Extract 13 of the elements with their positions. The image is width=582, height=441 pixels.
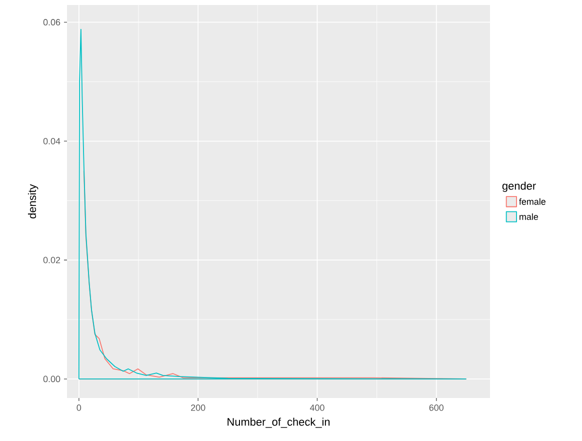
legend-title: gender (502, 182, 536, 192)
x-axis-title: Number_of_check_in (228, 418, 330, 428)
x-tick-label: 600 (429, 404, 444, 411)
legend-label: female (519, 198, 546, 205)
legend-label: male (520, 213, 538, 220)
y-tick-label: 0.02 (43, 256, 60, 264)
y-tick-label: 0.00 (43, 376, 60, 382)
x-tick-label: 200 (191, 404, 206, 411)
x-tick-label: 400 (310, 404, 324, 411)
x-tick-label: 0 (76, 404, 82, 411)
y-tick-label: 0.04 (43, 138, 60, 144)
y-tick-label: 0.06 (43, 19, 60, 26)
y-axis-title: density (28, 184, 38, 218)
